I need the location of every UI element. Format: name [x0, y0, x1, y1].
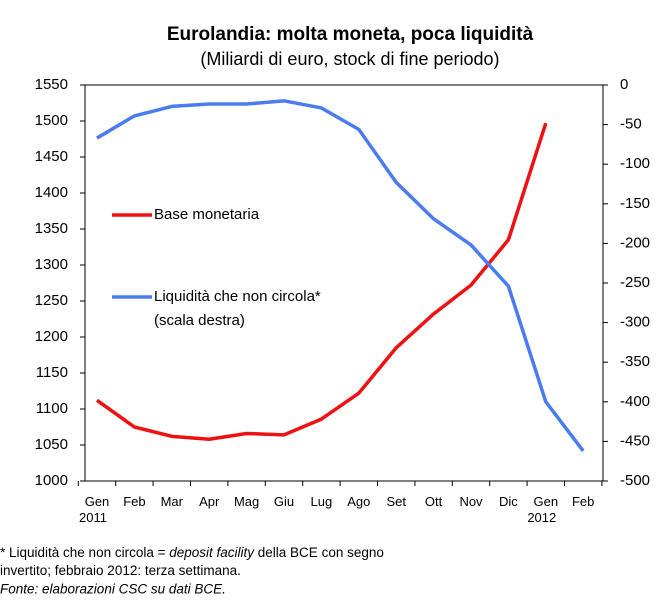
y2-tick-label: -150	[620, 195, 650, 212]
chart-subtitle: (Miliardi di euro, stock di fine periodo…	[200, 49, 499, 69]
x-tick-label: Mar	[161, 494, 184, 509]
y2-tick-label: -450	[620, 432, 650, 449]
x-tick-label: Apr	[199, 494, 220, 509]
y-tick-label: 1150	[36, 364, 68, 381]
footnote: invertito; febbraio 2012: terza settiman…	[0, 563, 241, 578]
y-tick-label: 1300	[35, 256, 68, 273]
legend-label: Liquidità che non circola*	[154, 288, 321, 305]
y-tick-label: 1500	[35, 112, 68, 129]
x-tick-label: Gen 2011	[79, 494, 109, 525]
x-tick-label: Set	[386, 494, 406, 509]
source: Fonte: elaborazioni CSC su dati BCE.	[0, 582, 226, 597]
x-tick-label: Feb	[572, 494, 594, 509]
y2-tick-label: -350	[620, 353, 650, 370]
x-tick-label: Ago	[347, 494, 370, 509]
x-tick-label: Mag	[234, 494, 259, 509]
x-tick-label: Giu	[274, 494, 294, 509]
legend-label: Base monetaria	[154, 206, 260, 223]
y-tick-label: 1450	[35, 148, 68, 165]
y2-tick-label: -100	[620, 155, 650, 172]
footnote: * Liquidità che non circola = deposit fa…	[0, 545, 384, 560]
x-tick-label: Ott	[425, 494, 443, 509]
y-tick-label: 1050	[35, 436, 68, 453]
y2-tick-label: -300	[620, 314, 650, 331]
y2-tick-label: -250	[620, 274, 650, 291]
x-tick-label: Nov	[459, 494, 483, 509]
x-tick-label: Feb	[123, 494, 145, 509]
y2-tick-label: -400	[620, 393, 650, 410]
plot-frame	[84, 84, 604, 482]
y-tick-label: 1350	[35, 220, 68, 237]
y2-tick-label: -500	[620, 472, 650, 489]
series-line	[95, 122, 548, 441]
y-tick-label: 1100	[36, 400, 68, 417]
y-tick-label: 1000	[35, 472, 68, 489]
x-tick-label: Lug	[311, 494, 333, 509]
x-tick-label: Dic	[499, 494, 518, 509]
y-tick-label: 1400	[35, 184, 68, 201]
chart-title: Eurolandia: molta moneta, poca liquidità	[167, 24, 534, 45]
y-tick-label: 1200	[35, 328, 68, 345]
series-line	[96, 99, 585, 452]
footnote-part: deposit facility	[169, 545, 255, 560]
x-tick-label: Gen 2012	[527, 494, 558, 525]
y-tick-label: 1550	[35, 76, 68, 93]
y2-tick-label: -50	[620, 116, 642, 133]
footnote-part: * Liquidità che non circola =	[0, 545, 169, 560]
y2-tick-label: 0	[620, 76, 628, 93]
y-tick-label: 1250	[35, 292, 68, 309]
y2-tick-label: -200	[620, 234, 650, 251]
legend-note: (scala destra)	[154, 312, 245, 329]
footnote-part: invertito; febbraio 2012: terza settiman…	[0, 563, 241, 578]
footnote-part: della BCE con segno	[254, 545, 384, 560]
